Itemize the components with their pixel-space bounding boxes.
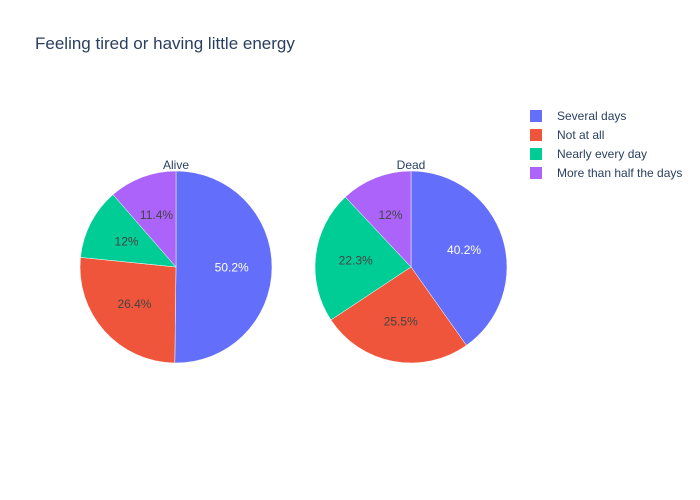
legend-swatch xyxy=(530,128,542,141)
legend-label: Nearly every day xyxy=(557,146,648,161)
pie-subtitle: Alive xyxy=(163,158,189,172)
pie-slice-label: 11.4% xyxy=(140,208,173,222)
pie-slice-more-than-half-the-days[interactable] xyxy=(344,170,412,268)
pie-slice-nearly-every-day[interactable] xyxy=(80,194,177,268)
legend-item-not-at-all[interactable]: Not at all xyxy=(530,125,682,144)
pie-subtitle: Dead xyxy=(397,158,426,172)
legend-label: Several days xyxy=(557,108,627,123)
legend-swatch xyxy=(530,147,542,160)
pie-slice-label: 22.3% xyxy=(339,254,373,268)
legend-label: Not at all xyxy=(557,127,605,142)
legend-swatch xyxy=(530,109,542,122)
pie-slice-more-than-half-the-days[interactable] xyxy=(112,170,177,268)
legend-item-nearly-every-day[interactable]: Nearly every day xyxy=(530,144,682,163)
legend-item-more-than-half-the-days[interactable]: More than half the days xyxy=(530,163,682,182)
legend-swatch xyxy=(530,166,542,179)
pie-alive: 50.2% 26.4% 12%11.4% Alive xyxy=(79,158,273,364)
pie-slice-label: 26.4% xyxy=(117,297,151,311)
legend-item-several-days[interactable]: Several days xyxy=(530,106,682,125)
pie-slice-label: 40.2% xyxy=(447,243,481,257)
pie-slice-label: 25.5% xyxy=(384,315,418,329)
pie-slice-several-days[interactable] xyxy=(410,170,508,346)
legend: Several days Not at all Nearly every day… xyxy=(530,106,682,182)
pie-slice-several-days[interactable] xyxy=(174,170,273,364)
chart-title: Feeling tired or having little energy xyxy=(35,34,295,53)
pie-slice-label: 12% xyxy=(378,208,402,222)
legend-label: More than half the days xyxy=(557,165,683,180)
pie-slice-label: 50.2% xyxy=(215,260,249,274)
pie-dead: 40.2% 25.5% 22.3% 12% Dead xyxy=(314,158,508,364)
pie-slice-nearly-every-day[interactable] xyxy=(314,196,412,321)
pie-slice-not-at-all[interactable] xyxy=(79,257,177,364)
pie-slice-label: 12% xyxy=(115,234,139,248)
pie-slice-not-at-all[interactable] xyxy=(330,266,467,364)
